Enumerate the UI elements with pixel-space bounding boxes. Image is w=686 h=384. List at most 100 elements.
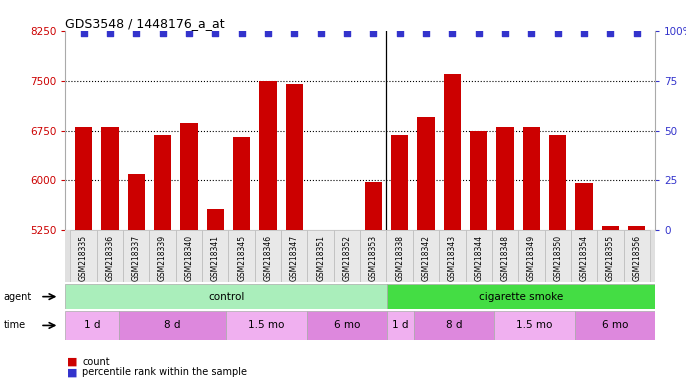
Point: [578, 30, 589, 36]
Point: [499, 30, 510, 36]
Bar: [466, 230, 492, 282]
Bar: [418, 117, 434, 230]
Bar: [259, 81, 276, 230]
Text: GSM218338: GSM218338: [395, 235, 404, 281]
Bar: [307, 230, 334, 282]
Text: GSM218335: GSM218335: [79, 235, 88, 281]
Text: 1.5 mo: 1.5 mo: [248, 320, 285, 331]
Bar: [119, 311, 226, 340]
Point: [447, 30, 458, 36]
Bar: [602, 227, 619, 230]
Text: GDS3548 / 1448176_a_at: GDS3548 / 1448176_a_at: [65, 17, 225, 30]
Bar: [233, 137, 250, 230]
Bar: [413, 230, 439, 282]
Bar: [65, 311, 119, 340]
Bar: [387, 311, 414, 340]
Text: GSM218336: GSM218336: [106, 235, 115, 281]
Text: GSM218343: GSM218343: [448, 235, 457, 281]
Point: [289, 30, 300, 36]
Bar: [518, 230, 545, 282]
Bar: [71, 230, 97, 282]
Text: cigarette smoke: cigarette smoke: [479, 291, 563, 302]
Text: ■: ■: [67, 357, 78, 367]
Bar: [150, 230, 176, 282]
Text: GSM218351: GSM218351: [316, 235, 325, 281]
Bar: [307, 311, 387, 340]
Bar: [281, 230, 307, 282]
Text: 1 d: 1 d: [392, 320, 409, 331]
Point: [421, 30, 431, 36]
Point: [236, 30, 247, 36]
Bar: [576, 183, 593, 230]
Bar: [492, 230, 518, 282]
Text: 8 d: 8 d: [446, 320, 462, 331]
Bar: [180, 122, 198, 230]
Bar: [470, 131, 487, 230]
Text: time: time: [3, 320, 25, 331]
Text: 1.5 mo: 1.5 mo: [517, 320, 553, 331]
Text: GSM218337: GSM218337: [132, 235, 141, 281]
Bar: [286, 84, 303, 230]
Point: [394, 30, 405, 36]
Text: GSM218344: GSM218344: [474, 235, 483, 281]
Bar: [65, 284, 387, 309]
Bar: [255, 230, 281, 282]
Point: [263, 30, 274, 36]
Bar: [414, 311, 494, 340]
Text: 6 mo: 6 mo: [602, 320, 628, 331]
Bar: [391, 135, 408, 230]
Bar: [628, 226, 646, 230]
Bar: [226, 311, 307, 340]
Bar: [439, 230, 466, 282]
Bar: [154, 135, 172, 230]
Text: GSM218354: GSM218354: [580, 235, 589, 281]
Bar: [494, 311, 575, 340]
Point: [552, 30, 563, 36]
Bar: [102, 127, 119, 230]
Bar: [497, 127, 514, 230]
Text: 1 d: 1 d: [84, 320, 100, 331]
Bar: [386, 230, 413, 282]
Point: [131, 30, 142, 36]
Point: [104, 30, 115, 36]
Bar: [228, 230, 255, 282]
Bar: [523, 127, 540, 230]
Text: percentile rank within the sample: percentile rank within the sample: [82, 367, 248, 377]
Text: ■: ■: [67, 367, 78, 377]
Text: count: count: [82, 357, 110, 367]
Text: agent: agent: [3, 291, 32, 302]
Bar: [202, 230, 228, 282]
Bar: [624, 230, 650, 282]
Text: GSM218356: GSM218356: [632, 235, 641, 281]
Text: GSM218350: GSM218350: [553, 235, 563, 281]
Point: [157, 30, 168, 36]
Bar: [444, 74, 461, 230]
Text: GSM218352: GSM218352: [342, 235, 351, 281]
Text: GSM218355: GSM218355: [606, 235, 615, 281]
Bar: [365, 182, 382, 230]
Text: 8 d: 8 d: [164, 320, 180, 331]
Bar: [575, 311, 655, 340]
Text: GSM218353: GSM218353: [369, 235, 378, 281]
Bar: [123, 230, 150, 282]
Point: [473, 30, 484, 36]
Bar: [387, 284, 655, 309]
Bar: [206, 209, 224, 230]
Text: GSM218348: GSM218348: [501, 235, 510, 281]
Text: GSM218342: GSM218342: [421, 235, 431, 281]
Point: [315, 30, 326, 36]
Bar: [97, 230, 123, 282]
Bar: [545, 230, 571, 282]
Point: [605, 30, 616, 36]
Text: GSM218339: GSM218339: [158, 235, 167, 281]
Point: [368, 30, 379, 36]
Text: GSM218346: GSM218346: [263, 235, 272, 281]
Bar: [334, 230, 360, 282]
Text: GSM218341: GSM218341: [211, 235, 220, 281]
Text: GSM218345: GSM218345: [237, 235, 246, 281]
Bar: [571, 230, 598, 282]
Text: 6 mo: 6 mo: [333, 320, 360, 331]
Point: [631, 30, 642, 36]
Bar: [360, 230, 386, 282]
Point: [342, 30, 353, 36]
